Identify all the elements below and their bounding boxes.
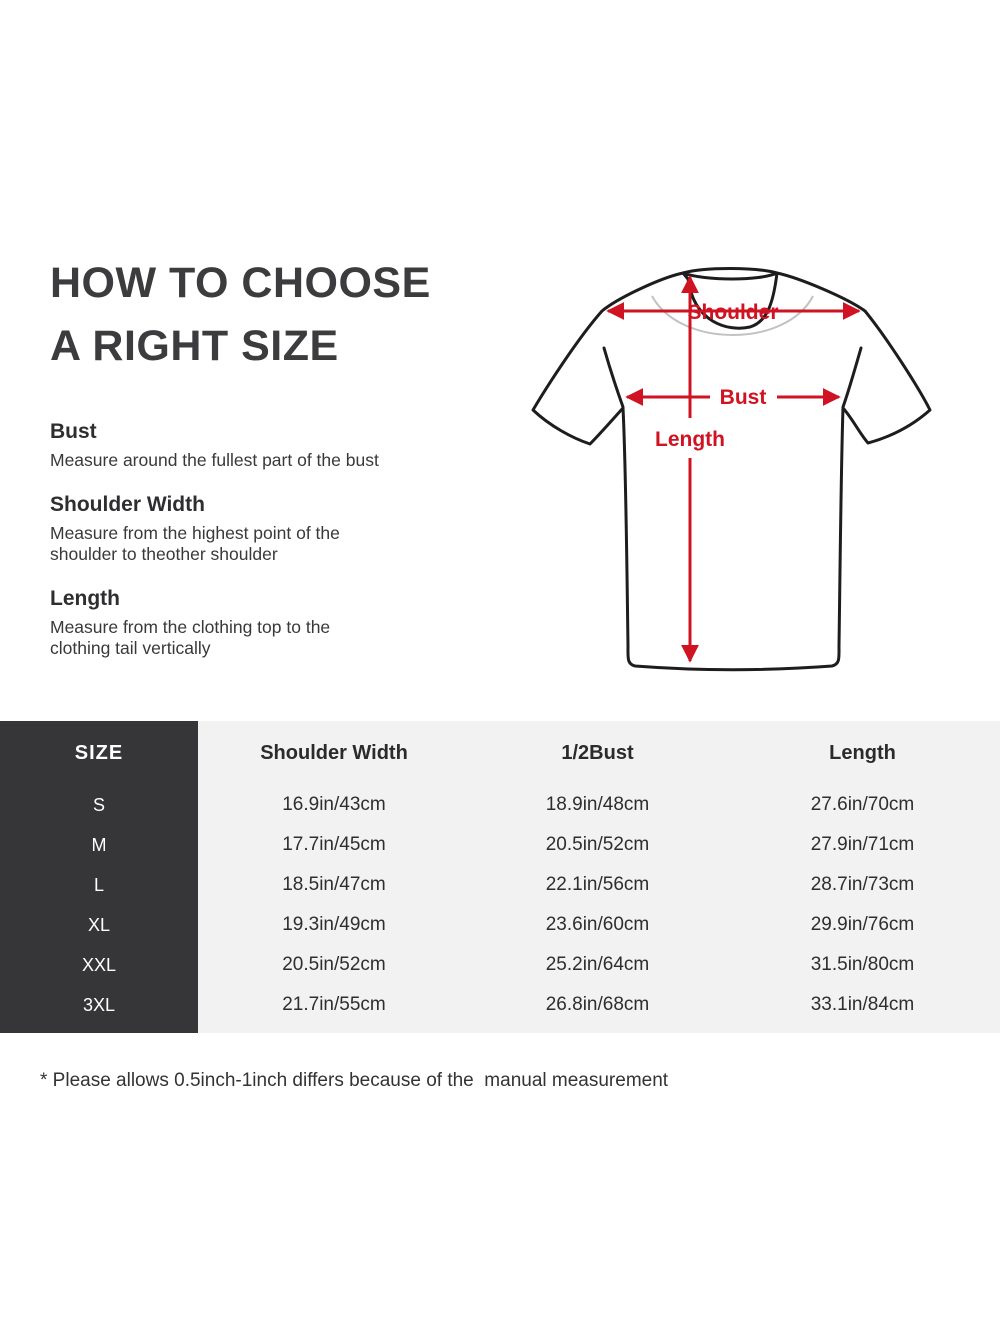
guide-text-length: Measure from the clothing top to the clo… bbox=[50, 616, 331, 659]
header-shoulder-width: Shoulder Width bbox=[260, 741, 408, 764]
table-row: XL 19.3in/49cm 23.6in/60cm 29.9in/76cm bbox=[0, 905, 1000, 945]
length-cell: 27.9in/71cm bbox=[810, 834, 915, 855]
half-bust-cell: 23.6in/60cm bbox=[545, 914, 650, 935]
half-bust-cell: 25.2in/64cm bbox=[545, 954, 650, 975]
shoulder-width-cell: 21.7in/55cm bbox=[282, 994, 386, 1015]
size-cell: S bbox=[92, 794, 105, 815]
guide-section-length: Length Measure from the clothing top to … bbox=[50, 587, 490, 660]
length-cell: 33.1in/84cm bbox=[810, 994, 915, 1015]
half-bust-cell: 20.5in/52cm bbox=[545, 834, 650, 855]
header-half-bust: 1/2Bust bbox=[561, 741, 634, 764]
size-table-header: SIZE Shoulder Width 1/2Bust Length bbox=[0, 721, 1000, 785]
table-body: S 16.9in/43cm 18.9in/48cm 27.6in/70cm M 17.7i… bbox=[0, 785, 1000, 1025]
length-cell: 28.7in/73cm bbox=[810, 874, 915, 895]
length-cell: 27.6in/70cm bbox=[810, 794, 915, 815]
guide-heading-length: Length bbox=[50, 586, 120, 610]
shoulder-width-cell: 20.5in/52cm bbox=[282, 954, 386, 975]
size-cell: XXL bbox=[81, 954, 117, 975]
bust-label: Bust bbox=[720, 386, 767, 409]
page-title-line2: A RIGHT SIZE bbox=[50, 322, 339, 370]
guide-section-bust: Bust Measure around the fullest part of … bbox=[50, 420, 490, 472]
table-row: S 16.9in/43cm 18.9in/48cm 27.6in/70cm bbox=[0, 785, 1000, 825]
size-cell: M bbox=[91, 834, 107, 855]
half-bust-cell: 18.9in/48cm bbox=[545, 794, 650, 815]
size-table: SIZE Shoulder Width 1/2Bust Length S 16.9… bbox=[0, 721, 1000, 1033]
measurement-disclaimer: * Please allows 0.5inch-1inch differs be… bbox=[40, 1070, 669, 1091]
table-row: M 17.7in/45cm 20.5in/52cm 27.9in/71cm bbox=[0, 825, 1000, 865]
tshirt-diagram-svg: Shoulder Bust Length bbox=[531, 267, 932, 672]
table-row: XXL 20.5in/52cm 25.2in/64cm 31.5in/80cm bbox=[0, 945, 1000, 985]
guide-heading-bust: Bust bbox=[50, 420, 97, 443]
header-size: SIZE bbox=[74, 741, 124, 764]
length-cell: 31.5in/80cm bbox=[810, 954, 915, 975]
half-bust-cell: 26.8in/68cm bbox=[545, 994, 650, 1015]
size-cell: XL bbox=[87, 914, 111, 935]
measuring-guide: HOW TO CHOOSE A RIGHT SIZE Bust Measure … bbox=[50, 252, 490, 681]
shoulder-label: Shoulder bbox=[687, 301, 778, 324]
page-title: HOW TO CHOOSE A RIGHT SIZE bbox=[50, 252, 490, 378]
guide-section-shoulder: Shoulder Width Measure from the highest … bbox=[50, 493, 490, 566]
shoulder-width-cell: 17.7in/45cm bbox=[282, 834, 386, 855]
length-cell: 29.9in/76cm bbox=[810, 914, 915, 935]
guide-text-bust: Measure around the fullest part of the b… bbox=[50, 450, 379, 470]
table-row: 3XL 21.7in/55cm 26.8in/68cm 33.1in/84cm bbox=[0, 985, 1000, 1025]
length-label: Length bbox=[655, 428, 725, 451]
size-cell: 3XL bbox=[82, 994, 116, 1015]
half-bust-cell: 22.1in/56cm bbox=[545, 874, 650, 895]
tshirt-outline-icon bbox=[531, 267, 932, 672]
size-cell: L bbox=[93, 874, 104, 895]
header-length: Length bbox=[829, 741, 896, 764]
guide-text-shoulder: Measure from the highest point of the sh… bbox=[50, 522, 340, 565]
shoulder-width-cell: 16.9in/43cm bbox=[282, 794, 386, 815]
guide-heading-shoulder: Shoulder Width bbox=[50, 492, 205, 516]
shoulder-width-cell: 18.5in/47cm bbox=[282, 874, 386, 895]
table-row: L 18.5in/47cm 22.1in/56cm 28.7in/73cm bbox=[0, 865, 1000, 905]
measurement-arrows bbox=[606, 275, 861, 663]
shoulder-width-cell: 19.3in/49cm bbox=[282, 914, 386, 935]
page-title-line1: HOW TO CHOOSE bbox=[50, 259, 431, 307]
tshirt-measurement-diagram: Shoulder Bust Length bbox=[500, 248, 965, 693]
